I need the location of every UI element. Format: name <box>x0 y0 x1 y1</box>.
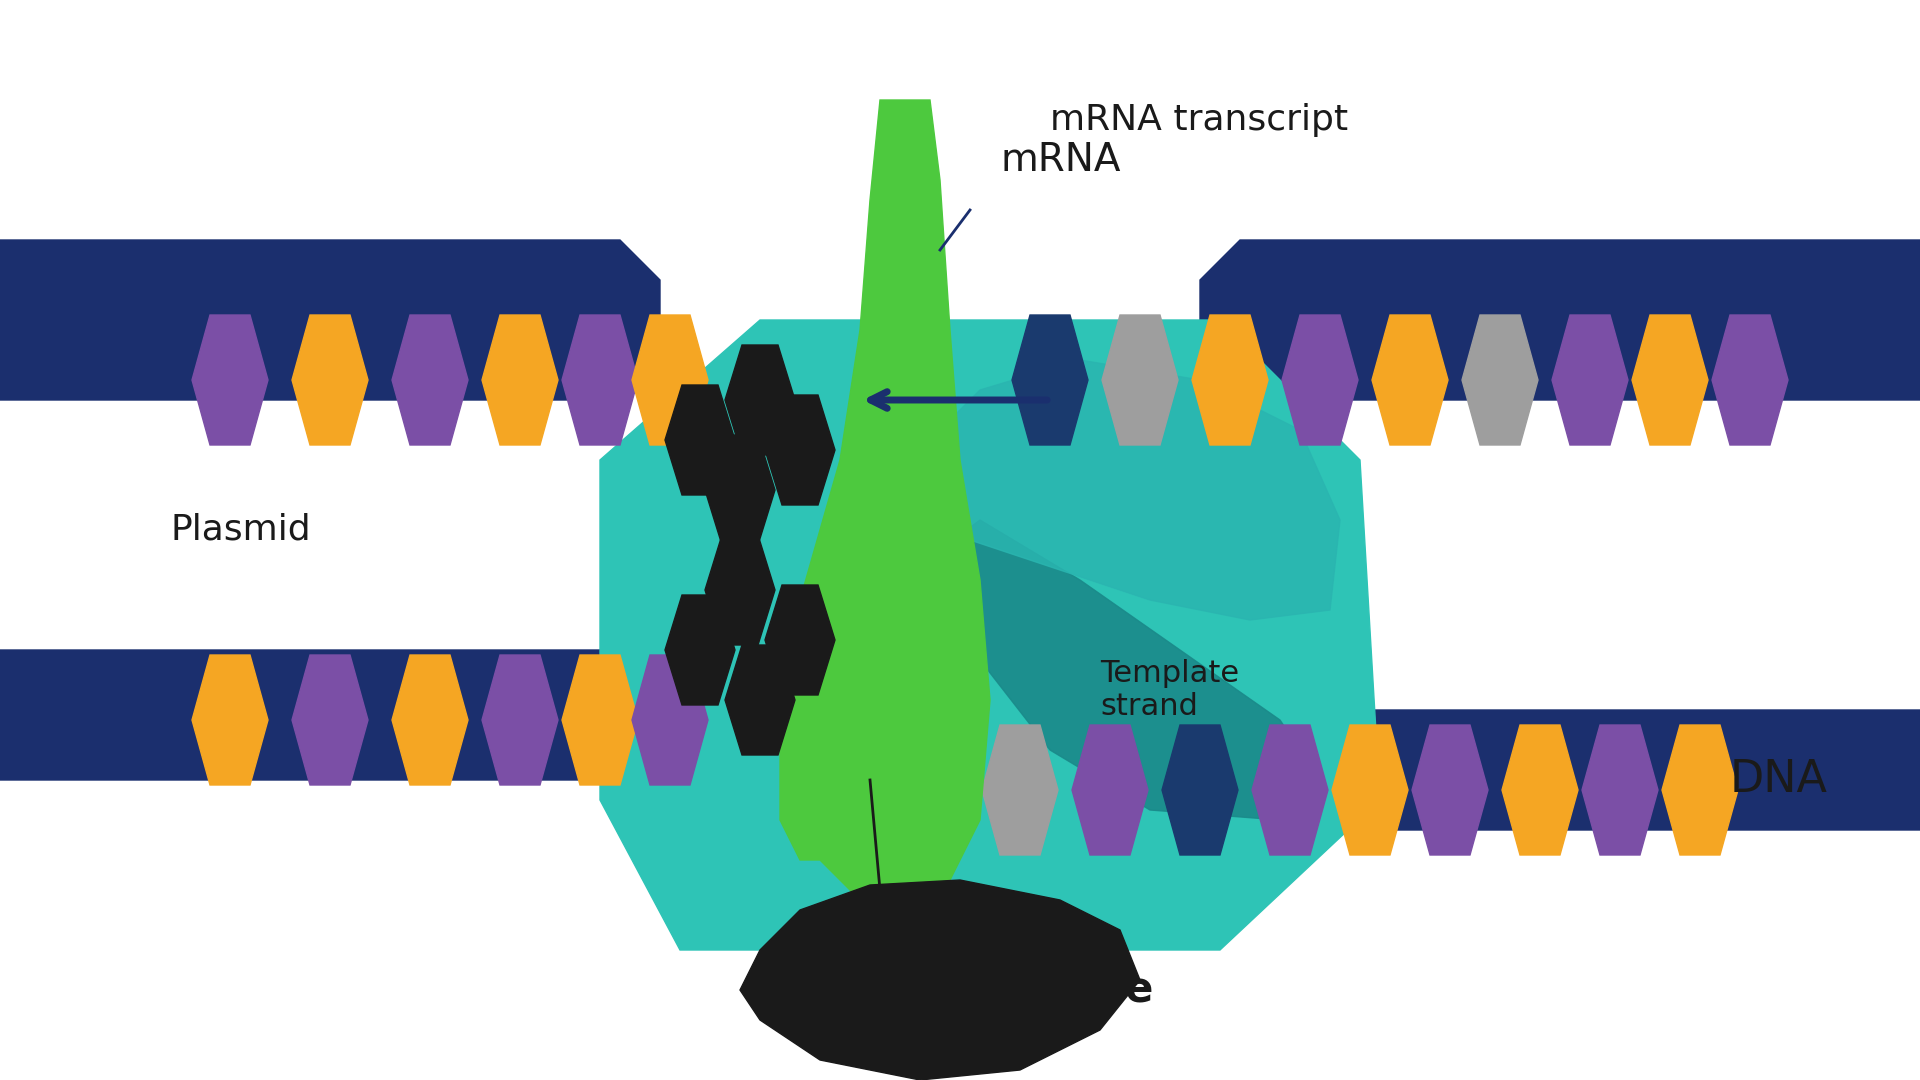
Polygon shape <box>1252 725 1329 855</box>
Polygon shape <box>1582 725 1659 855</box>
Polygon shape <box>1632 315 1709 445</box>
Polygon shape <box>1332 725 1407 855</box>
Polygon shape <box>292 654 369 785</box>
Polygon shape <box>192 315 269 445</box>
Polygon shape <box>726 345 795 455</box>
Polygon shape <box>632 315 708 445</box>
Polygon shape <box>981 725 1058 855</box>
Polygon shape <box>0 650 720 780</box>
Polygon shape <box>482 654 559 785</box>
Polygon shape <box>1373 315 1448 445</box>
Polygon shape <box>664 595 735 705</box>
Polygon shape <box>1283 315 1357 445</box>
Polygon shape <box>0 240 660 400</box>
Polygon shape <box>764 585 835 696</box>
Polygon shape <box>1551 315 1628 445</box>
Polygon shape <box>1501 725 1578 855</box>
Polygon shape <box>482 315 559 445</box>
Polygon shape <box>1162 725 1238 855</box>
Polygon shape <box>1102 315 1179 445</box>
Polygon shape <box>1713 315 1788 445</box>
Polygon shape <box>1192 315 1267 445</box>
Polygon shape <box>941 519 1321 820</box>
Polygon shape <box>705 435 776 545</box>
Polygon shape <box>1071 725 1148 855</box>
Text: RNA Polymerase: RNA Polymerase <box>766 969 1154 1011</box>
Polygon shape <box>920 360 1340 620</box>
Polygon shape <box>1200 710 1920 831</box>
Polygon shape <box>599 320 1380 950</box>
Text: mRNA: mRNA <box>1000 141 1121 179</box>
Polygon shape <box>764 395 835 505</box>
Polygon shape <box>1200 240 1920 400</box>
Polygon shape <box>705 535 776 645</box>
Polygon shape <box>392 654 468 785</box>
Text: Template
strand: Template strand <box>1100 659 1238 721</box>
Polygon shape <box>1411 725 1488 855</box>
Polygon shape <box>292 315 369 445</box>
Polygon shape <box>392 315 468 445</box>
Polygon shape <box>563 315 637 445</box>
Polygon shape <box>563 654 637 785</box>
Text: Plasmid: Plasmid <box>171 513 311 546</box>
Polygon shape <box>1461 315 1538 445</box>
Polygon shape <box>1012 315 1089 445</box>
Text: DNA: DNA <box>1730 758 1828 801</box>
Polygon shape <box>632 654 708 785</box>
Polygon shape <box>192 654 269 785</box>
Polygon shape <box>739 880 1140 1080</box>
Text: mRNA transcript: mRNA transcript <box>1050 103 1348 137</box>
Polygon shape <box>780 100 991 910</box>
Polygon shape <box>664 384 735 495</box>
Polygon shape <box>726 645 795 755</box>
Polygon shape <box>1663 725 1738 855</box>
